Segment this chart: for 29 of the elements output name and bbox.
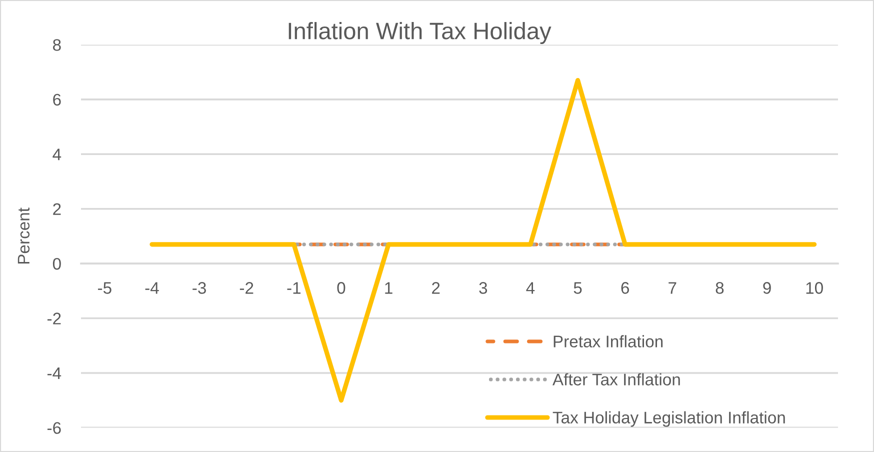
x-tick-label: -1 [287,282,301,294]
chart-title: Inflation With Tax Holiday [288,22,552,44]
y-tick-label: -2 [47,312,61,324]
x-tick-label: 10 [806,282,823,294]
y-tick-label: 4 [52,148,62,160]
x-tick-label: -3 [192,282,206,294]
x-tick-label: 6 [621,282,629,294]
x-tick-label: 4 [526,282,535,294]
x-tick-label: -5 [98,282,112,294]
y-tick-label: 0 [52,258,61,270]
legend-label: Tax Holiday Legislation Inflation [552,411,785,427]
y-tick-label: 6 [53,94,61,106]
x-tick-label: 3 [479,282,488,294]
x-tick-label: 0 [337,282,346,294]
x-tick-label: 9 [763,282,771,294]
x-tick-label: 2 [432,282,440,294]
x-tick-label: 8 [716,282,724,294]
legend-label: Pretax Inflation [554,335,663,348]
x-tick-label: 1 [385,282,392,294]
legend-label: After Tax Inflation [552,373,680,386]
x-tick-label: 5 [574,282,582,294]
x-tick-label: -2 [240,282,254,294]
x-tick-label: 7 [668,282,676,294]
y-tick-label: 2 [53,203,61,215]
y-axis-title: Percent [18,208,30,264]
x-tick-label: -4 [145,282,159,294]
y-tick-label: 8 [53,39,61,51]
y-tick-label: -4 [47,368,62,380]
y-tick-label: -6 [47,422,61,434]
